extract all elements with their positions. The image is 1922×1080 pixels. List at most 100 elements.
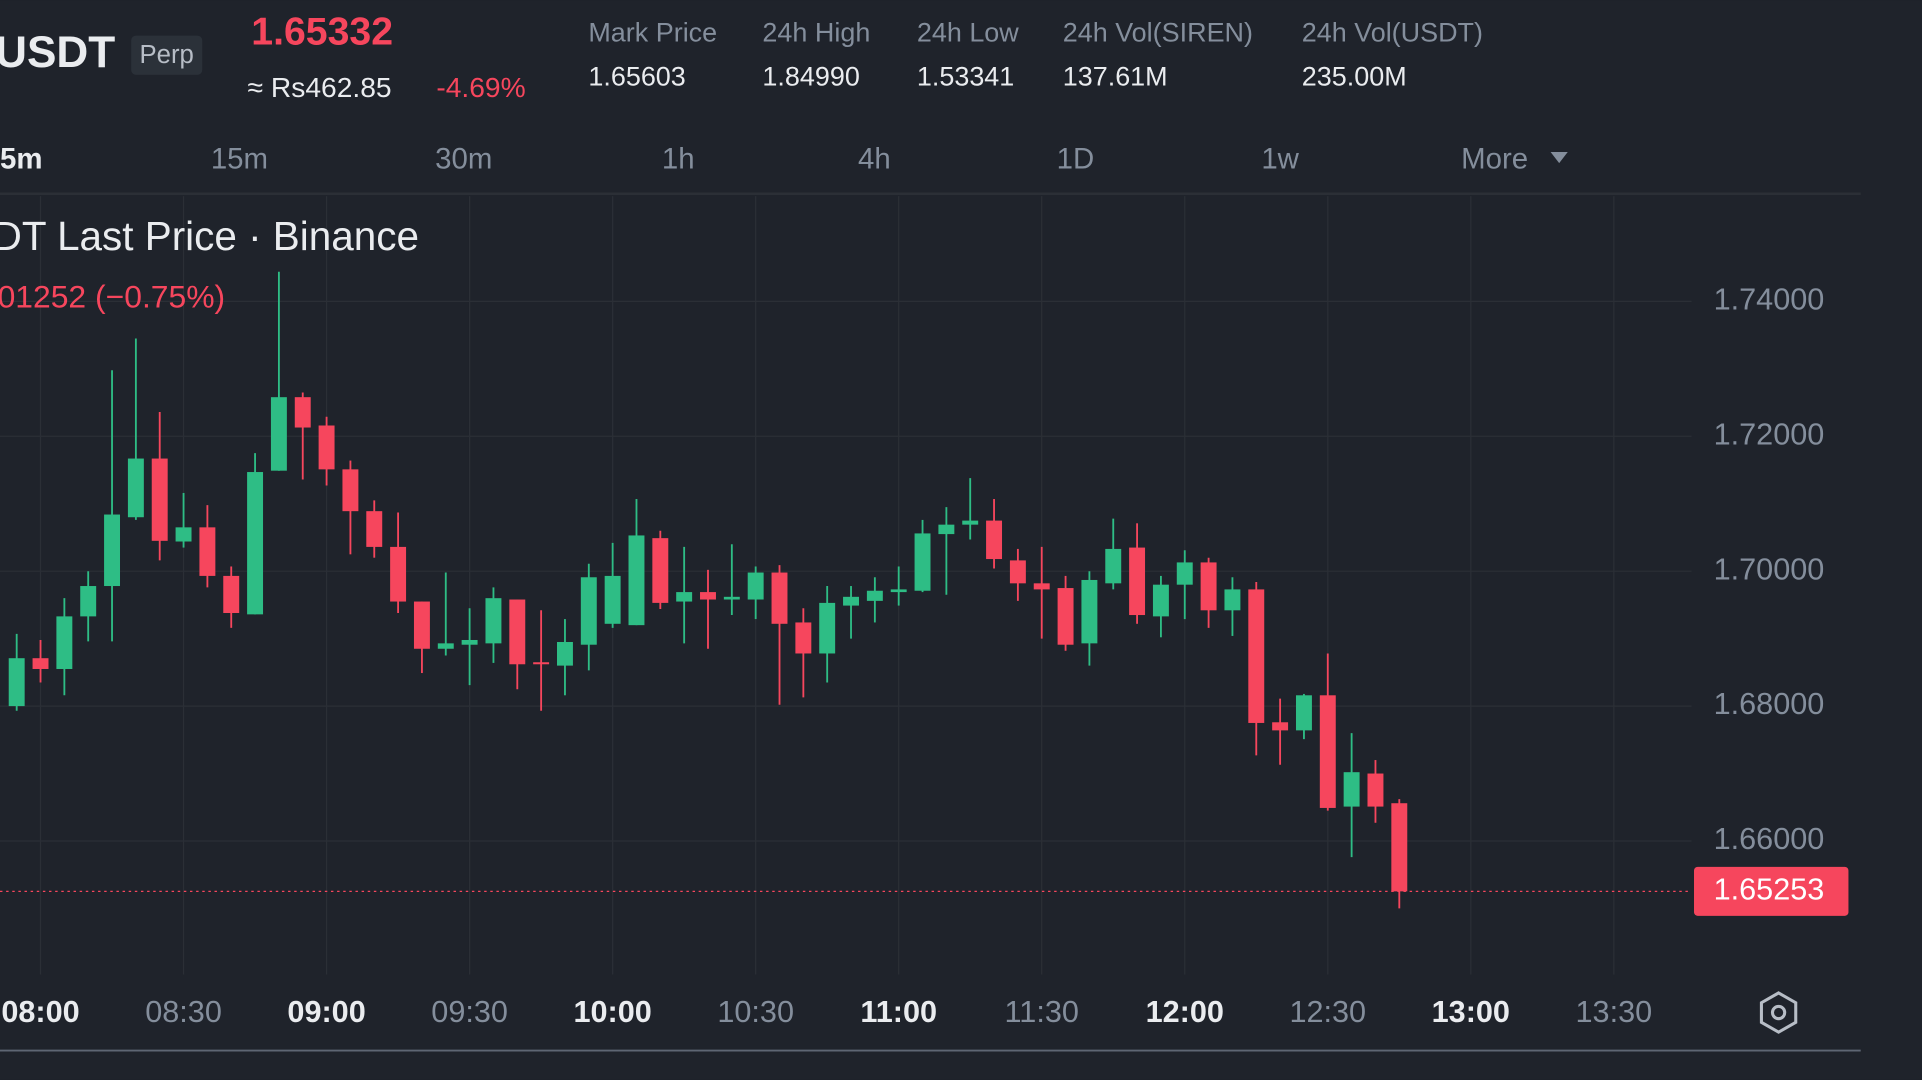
x-tick-label: 08:00 bbox=[1, 995, 79, 1029]
timeframe-tab[interactable]: More bbox=[1461, 142, 1528, 175]
candle-body bbox=[747, 572, 764, 600]
y-tick-label: 1.70000 bbox=[1714, 552, 1825, 586]
candle-body bbox=[1343, 772, 1360, 807]
candle-body bbox=[1081, 579, 1098, 644]
x-tick-label: 12:30 bbox=[1289, 995, 1366, 1029]
candle-body bbox=[1009, 560, 1026, 584]
candle-body bbox=[866, 590, 883, 601]
candle-body bbox=[461, 639, 478, 645]
candle-body bbox=[56, 616, 73, 669]
candle-body bbox=[390, 546, 407, 602]
stat-label: 24h Vol(SIREN) bbox=[1063, 17, 1253, 47]
settings-icon-center bbox=[1770, 1004, 1787, 1021]
candle-body bbox=[962, 520, 979, 525]
timeframe-tab[interactable]: 1h bbox=[662, 142, 695, 175]
candle-body bbox=[366, 511, 383, 547]
candle-body bbox=[795, 622, 812, 654]
candle-body bbox=[509, 599, 526, 665]
candle-body bbox=[843, 596, 859, 606]
candle-body bbox=[199, 527, 216, 576]
candle-body bbox=[32, 658, 49, 669]
y-tick-label: 1.68000 bbox=[1714, 687, 1825, 721]
candle-body bbox=[318, 425, 335, 470]
candle-body bbox=[1319, 695, 1336, 808]
candle-body bbox=[151, 458, 168, 541]
symbol[interactable]: USDT bbox=[0, 28, 115, 77]
timeframe-tab[interactable]: 30m bbox=[435, 142, 492, 175]
stat-value: 1.65603 bbox=[588, 62, 685, 92]
timeframe-tab[interactable]: 1w bbox=[1261, 142, 1299, 175]
stat-value: 235.00M bbox=[1302, 62, 1407, 92]
candle-body bbox=[485, 598, 502, 644]
stat-label: 24h Vol(USDT) bbox=[1302, 17, 1483, 47]
timeframe-tab[interactable]: 1D bbox=[1057, 142, 1095, 175]
candle-body bbox=[914, 533, 931, 591]
candle-body bbox=[1391, 803, 1408, 892]
candle-body bbox=[175, 527, 192, 542]
stat-value: 1.53341 bbox=[917, 62, 1014, 92]
settings-icon[interactable] bbox=[1759, 991, 1798, 1034]
x-tick-label: 10:30 bbox=[717, 995, 794, 1029]
candle-body bbox=[604, 575, 621, 624]
candle-body bbox=[270, 397, 287, 471]
x-tick-label: 11:30 bbox=[1005, 995, 1079, 1029]
candle-body bbox=[556, 642, 573, 666]
candle-body bbox=[1248, 589, 1265, 723]
candle-body bbox=[437, 643, 454, 649]
candle-body bbox=[1129, 547, 1146, 616]
candle-body bbox=[723, 596, 740, 600]
candle-body bbox=[890, 589, 907, 593]
candle-body bbox=[700, 592, 716, 600]
y-tick-label: 1.66000 bbox=[1714, 822, 1825, 856]
candle-body bbox=[8, 658, 25, 707]
candle-body bbox=[1295, 695, 1312, 731]
candle-body bbox=[1176, 562, 1193, 585]
chart-subtitle: 01252 (−0.75%) bbox=[0, 279, 225, 315]
candle-body bbox=[986, 520, 1003, 560]
x-tick-label: 13:00 bbox=[1432, 995, 1510, 1029]
contract: Perp bbox=[140, 41, 194, 69]
candle-body bbox=[413, 601, 430, 649]
candle-body bbox=[1224, 589, 1241, 611]
candle-body bbox=[819, 602, 836, 654]
candle-body bbox=[938, 524, 955, 535]
candle-body bbox=[771, 572, 788, 624]
x-tick-label: 12:00 bbox=[1146, 995, 1224, 1029]
contract-badge bbox=[131, 35, 203, 75]
last-price-label: 1.65253 bbox=[1714, 872, 1825, 906]
x-tick-label: 13:30 bbox=[1576, 995, 1653, 1029]
candle-body bbox=[80, 586, 97, 617]
change: -4.69% bbox=[436, 71, 525, 103]
stat-label: 24h Low bbox=[917, 17, 1019, 47]
candle-body bbox=[1033, 583, 1050, 590]
candle-body bbox=[294, 397, 311, 428]
candle-body bbox=[652, 538, 669, 603]
candle-body bbox=[342, 469, 359, 512]
x-tick-label: 08:30 bbox=[145, 995, 222, 1029]
candle-body bbox=[1367, 773, 1384, 807]
timeframe-tab[interactable]: 4h bbox=[858, 142, 891, 175]
x-tick-label: 11:00 bbox=[860, 995, 937, 1029]
x-tick-label: 09:30 bbox=[431, 995, 508, 1029]
x-tick-label: 09:00 bbox=[287, 995, 365, 1029]
candle-body bbox=[1152, 584, 1169, 617]
price: 1.65332 bbox=[251, 10, 393, 54]
timeframe-tab[interactable]: 5m bbox=[0, 142, 43, 175]
candle-body bbox=[104, 514, 121, 587]
candle-body bbox=[1105, 548, 1122, 584]
x-tick-label: 10:00 bbox=[573, 995, 651, 1029]
candle-body bbox=[223, 575, 240, 614]
y-tick-label: 1.72000 bbox=[1714, 417, 1825, 451]
stat-label: Mark Price bbox=[588, 17, 717, 47]
chart-title: DT Last Price · Binance bbox=[0, 213, 419, 259]
stat-value: 137.61M bbox=[1063, 62, 1168, 92]
candle-body bbox=[676, 592, 693, 602]
stat-value: 1.84990 bbox=[762, 62, 859, 92]
candle-body bbox=[247, 472, 264, 615]
timeframe-tab[interactable]: 15m bbox=[211, 142, 268, 175]
candle-body bbox=[1057, 588, 1074, 645]
y-tick-label: 1.74000 bbox=[1714, 282, 1825, 316]
